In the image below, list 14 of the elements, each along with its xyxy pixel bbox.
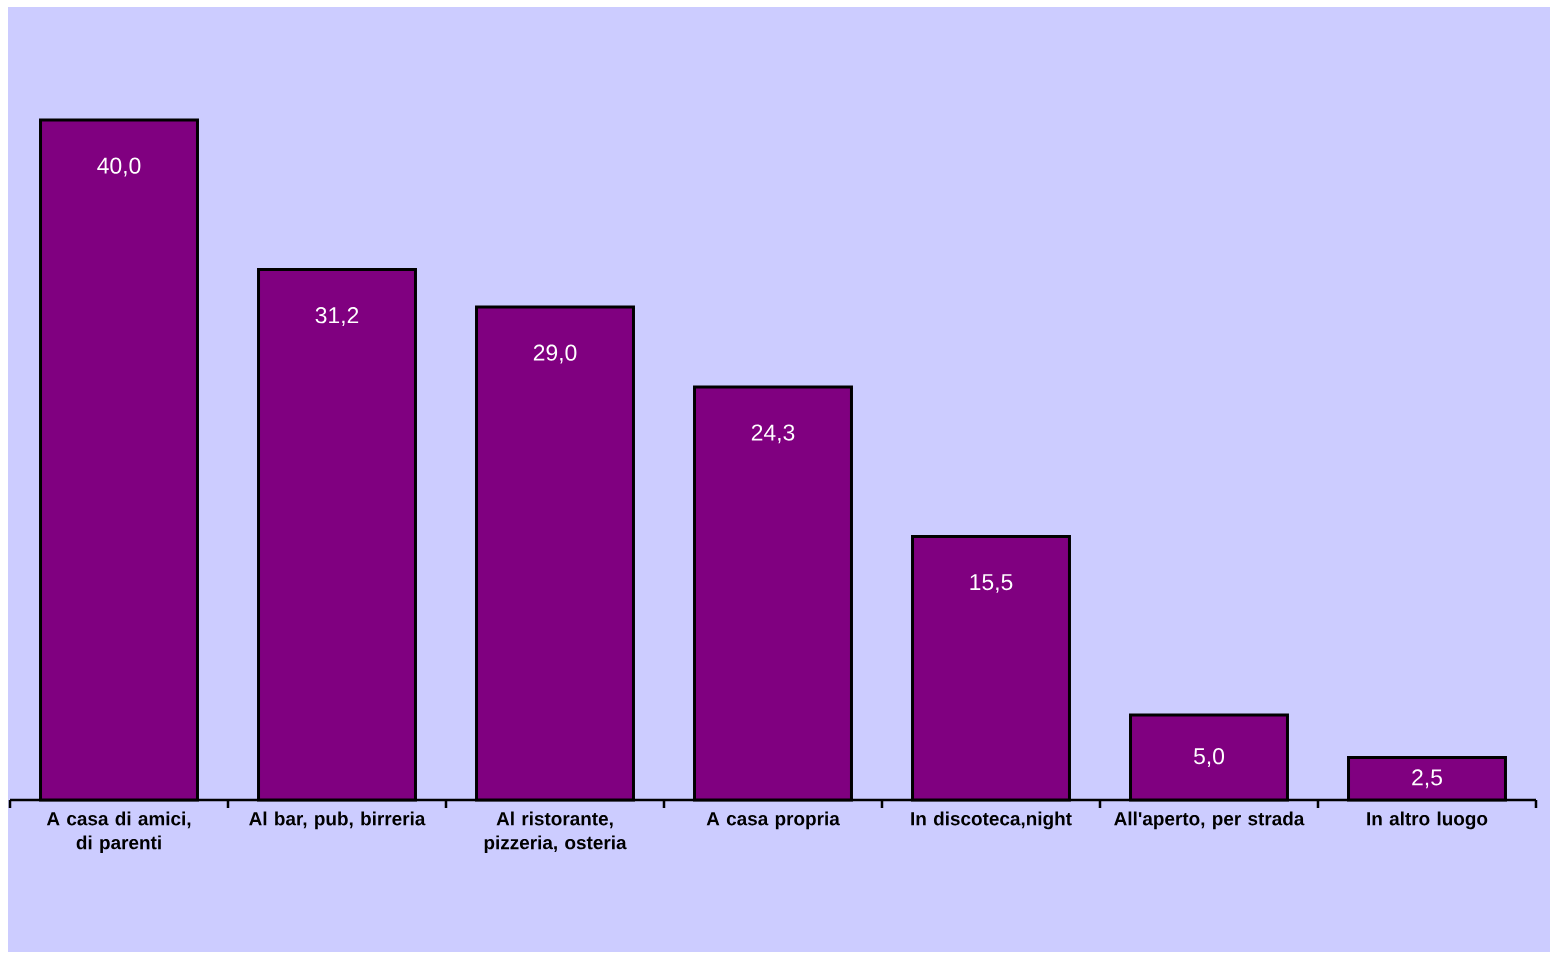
data-label: 24,3 xyxy=(751,424,795,444)
x-tick-label: A casa di amici, di parenti xyxy=(46,811,191,854)
data-label: 40,0 xyxy=(97,157,141,177)
x-tick-label: All'aperto, per strada xyxy=(1114,811,1305,830)
data-label: 5,0 xyxy=(1193,748,1225,767)
data-label: 29,0 xyxy=(533,344,577,364)
x-tick-label: Al bar, pub, birreria xyxy=(249,811,426,830)
x-tick-label: A casa propria xyxy=(706,811,840,830)
data-label: 31,2 xyxy=(315,307,359,327)
data-label: 2,5 xyxy=(1412,769,1442,789)
x-tick-label: In discoteca,night xyxy=(911,811,1072,830)
x-tick-label: In altro luogo xyxy=(1367,811,1488,830)
data-label: 15,5 xyxy=(970,574,1013,593)
x-tick-label: Al ristorante, pizzeria, osteria xyxy=(484,811,627,854)
